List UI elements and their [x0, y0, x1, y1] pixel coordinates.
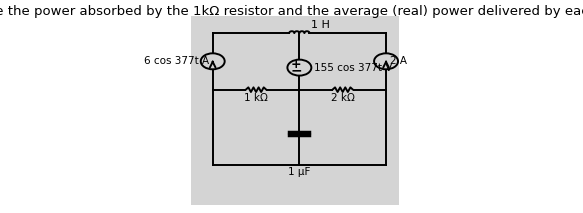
Text: 6 cos 377t A: 6 cos 377t A: [144, 56, 209, 66]
Text: −: −: [290, 64, 302, 78]
Text: 2 kΩ: 2 kΩ: [331, 94, 354, 104]
Text: Determine the power absorbed by the 1kΩ resistor and the average (real) power de: Determine the power absorbed by the 1kΩ …: [0, 4, 583, 17]
FancyBboxPatch shape: [191, 16, 399, 205]
Circle shape: [287, 60, 311, 76]
Circle shape: [201, 53, 224, 69]
Text: 1 kΩ: 1 kΩ: [244, 94, 268, 104]
Text: 2 A: 2 A: [390, 56, 407, 66]
Text: 1 μF: 1 μF: [288, 167, 311, 177]
Text: 1 H: 1 H: [311, 20, 330, 30]
Text: +: +: [291, 58, 301, 71]
Text: 155 cos 377t V: 155 cos 377t V: [314, 63, 392, 73]
Circle shape: [374, 53, 398, 69]
